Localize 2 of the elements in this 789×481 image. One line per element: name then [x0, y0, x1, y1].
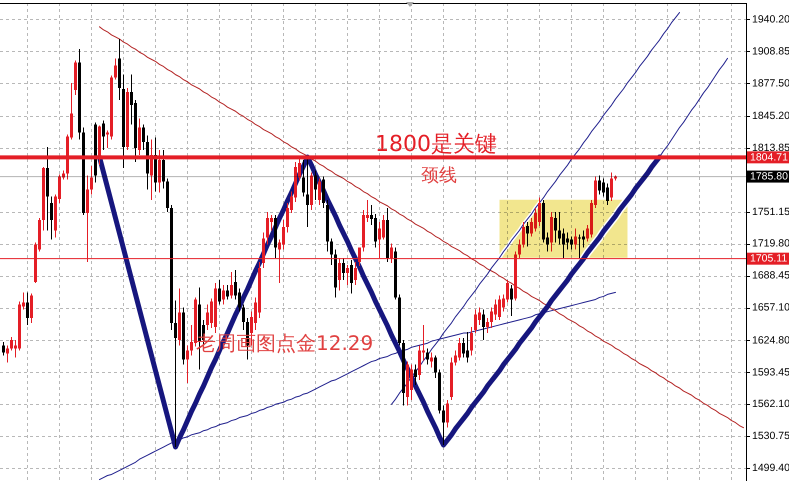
annotation: 1800是关键 [375, 132, 497, 157]
annotation: 颈线 [421, 165, 457, 186]
